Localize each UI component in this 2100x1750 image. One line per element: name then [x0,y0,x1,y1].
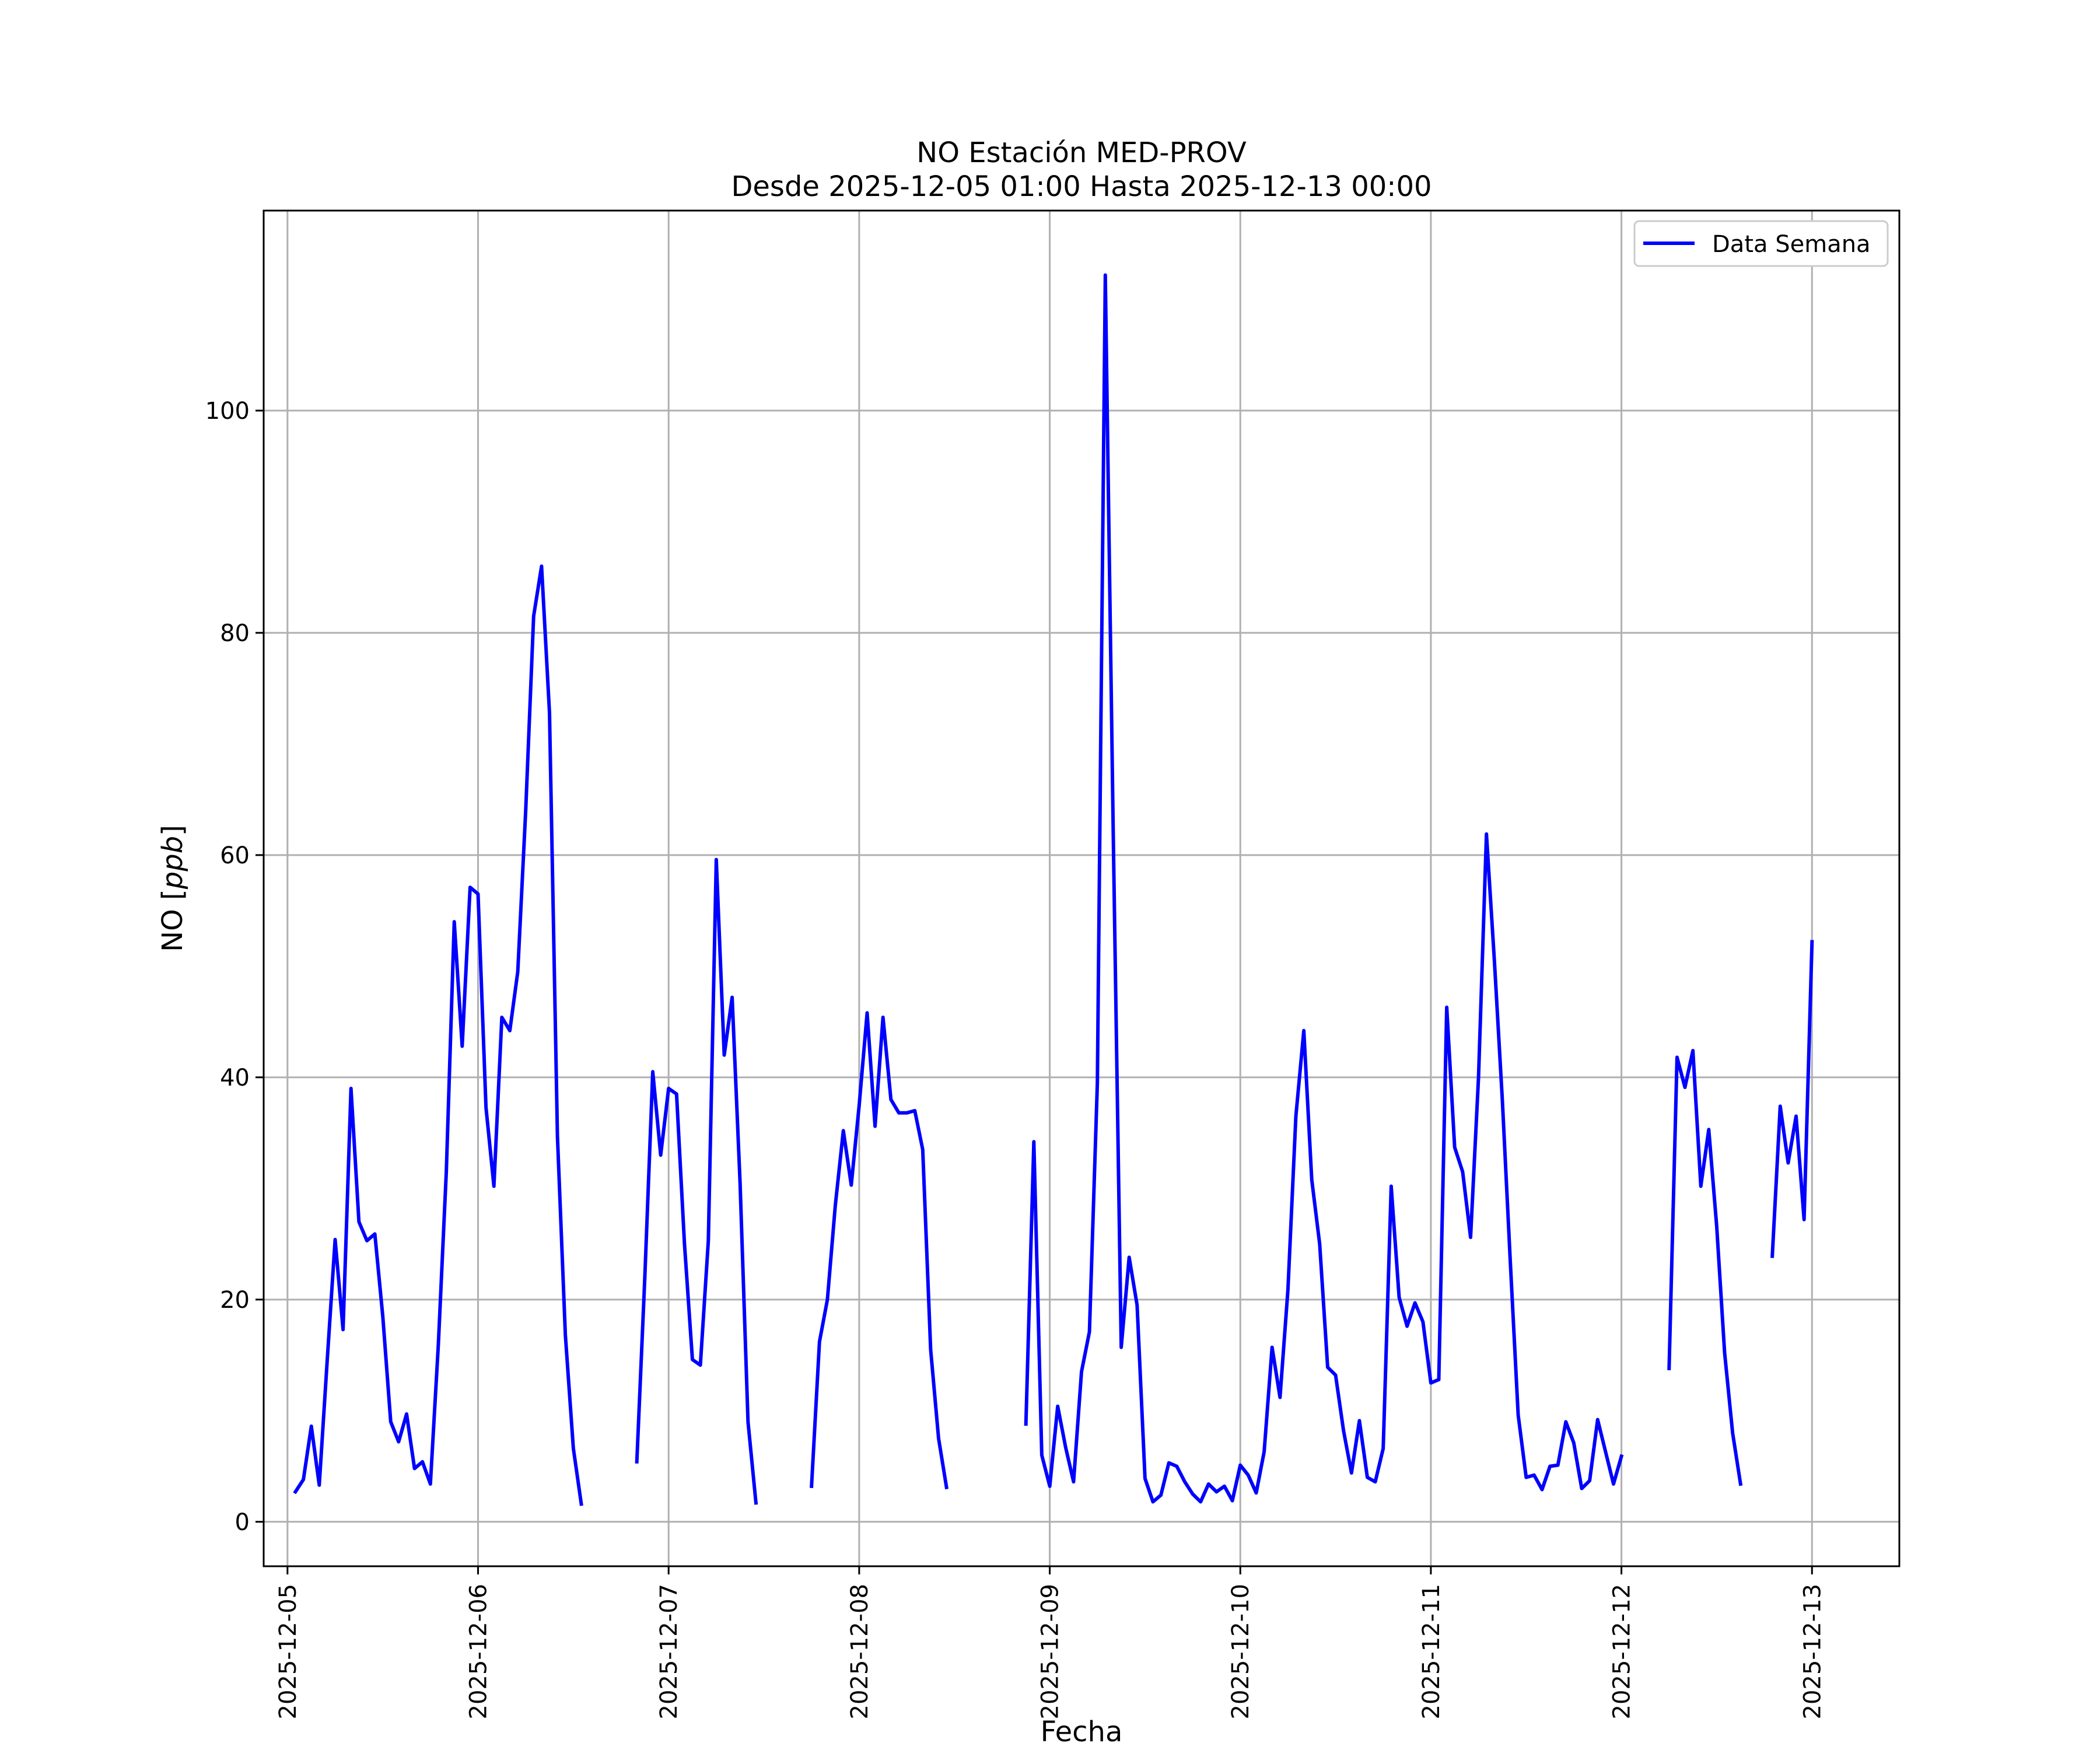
series-line-segment [293,564,583,1506]
y-axis-label-suffix: ] [156,825,189,836]
legend-box [1633,220,1889,267]
legend: Data Semana [1633,220,1889,267]
chart-title: NO Estación MED-PROV [916,136,1247,169]
y-tick-label: 0 [235,1509,250,1536]
y-tick-label: 20 [220,1287,250,1314]
series-line-segment [1667,1049,1743,1486]
chart-subtitle: Desde 2025-12-05 01:00 Hasta 2025-12-13 … [731,170,1432,203]
y-axis-label: NO [ppb] [156,825,189,952]
x-tick-label: 2025-12-05 [275,1584,302,1719]
y-axis-label-prefix: NO [ [156,889,189,952]
y-tick-label: 60 [220,842,250,869]
y-axis-label-unit: ppb [156,836,189,890]
x-tick-label: 2025-12-07 [656,1584,682,1719]
x-tick-label: 2025-12-10 [1227,1584,1254,1719]
data-lines [293,273,1814,1506]
x-tick-label: 2025-12-13 [1799,1584,1826,1719]
x-tick-label: 2025-12-06 [466,1584,492,1719]
x-axis-label: Fecha [1041,1716,1123,1748]
series-line-segment [1024,273,1624,1504]
x-tick-label: 2025-12-08 [846,1584,873,1719]
axes [262,209,1901,1567]
x-tick-label: 2025-12-11 [1418,1584,1445,1719]
y-ticks: 0 20 40 60 80 100 [205,398,264,1536]
x-tick-label: 2025-12-12 [1609,1584,1636,1719]
legend-label: Data Semana [1712,231,1871,258]
y-tick-label: 40 [220,1065,250,1091]
grid [264,211,1899,1566]
x-tick-label: 2025-12-09 [1037,1584,1064,1719]
y-tick-label: 80 [220,620,250,647]
series-line-segment [1770,940,1814,1258]
y-tick-label: 100 [205,398,250,425]
plot-frame [262,209,1901,1567]
series-line-segment [810,1011,949,1490]
x-ticks: 2025-12-05 2025-12-06 2025-12-07 2025-12-08… [275,1566,1826,1719]
series-line-segment [635,858,758,1505]
